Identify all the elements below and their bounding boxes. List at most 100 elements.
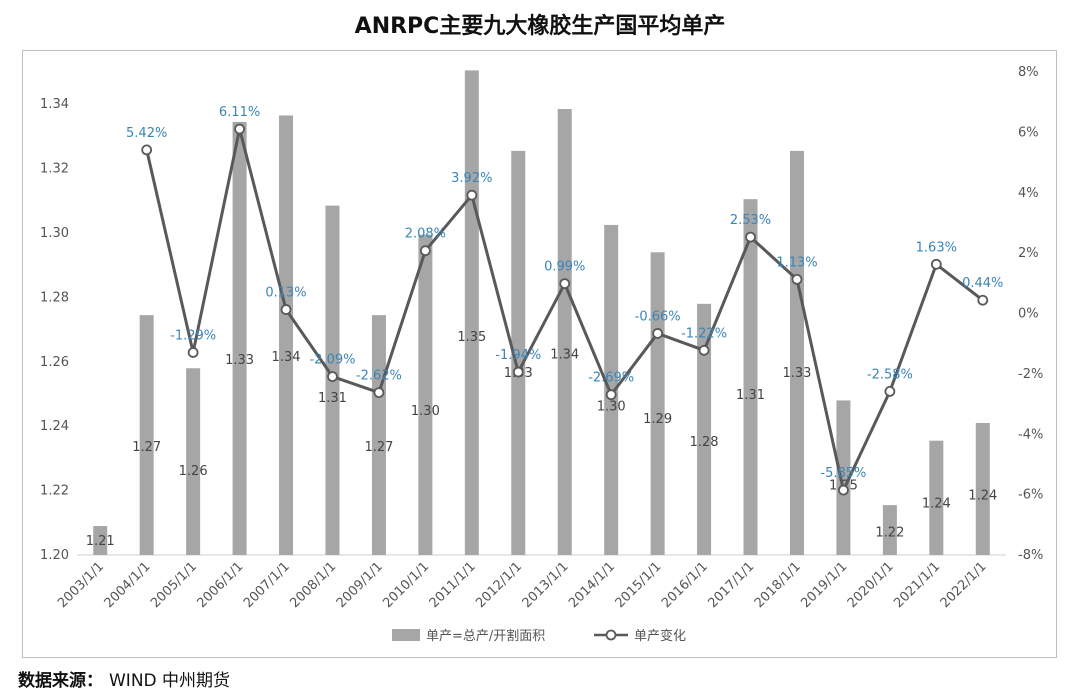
y-left-tick-label: 1.26 (40, 355, 69, 370)
line-value-label: -0.66% (635, 309, 681, 324)
bar-value-label: 1.24 (922, 497, 951, 512)
bar (418, 234, 433, 556)
line-value-label: 6.11% (219, 105, 260, 120)
line-value-label: -5.85% (820, 466, 866, 481)
line-point (559, 278, 571, 290)
line-value-label: -2.58% (867, 367, 913, 382)
line-value-label: -2.62% (356, 369, 402, 384)
y-right-tick-label: -8% (1018, 548, 1043, 563)
y-left-tick-label: 1.20 (40, 548, 69, 563)
line-point (930, 258, 942, 270)
line-value-label: 1.63% (916, 240, 957, 255)
bar (464, 70, 479, 555)
bar-value-label: 1.34 (272, 350, 301, 365)
x-tick-label: 2005/1/1 (148, 559, 200, 611)
bar (836, 400, 851, 555)
legend-swatch-bar (392, 629, 420, 641)
y-left-tick-label: 1.34 (40, 97, 69, 112)
bar-value-label: 1.27 (364, 440, 393, 455)
bar (511, 150, 526, 555)
line-value-label: 5.42% (126, 126, 167, 141)
bar (650, 252, 665, 555)
chart-title: ANRPC主要九大橡胶生产国平均单产 (354, 14, 726, 39)
legend-label-line: 单产变化 (634, 628, 686, 644)
y-left-tick-label: 1.24 (40, 419, 69, 434)
bar (929, 440, 944, 555)
bar-value-label: 1.31 (736, 388, 765, 403)
chart-frame: 1.20 1.22 1.24 1.26 1.28 1.30 1.32 1.34 -8% -6% -4… (22, 50, 1057, 658)
x-tick-label: 2015/1/1 (613, 559, 665, 611)
line-point (234, 123, 245, 135)
bar-value-label: 1.33 (782, 366, 811, 381)
x-tick-label: 2006/1/1 (195, 559, 247, 611)
bar-value-label: 1.27 (132, 440, 161, 455)
line-value-label: -2.09% (309, 353, 355, 368)
line-point (373, 387, 385, 398)
y-right-tick-label: -4% (1018, 427, 1043, 442)
line-point (977, 294, 989, 306)
bar-value-label: 1.34 (550, 347, 579, 362)
x-tick-label: 2011/1/1 (427, 559, 479, 611)
bar-value-label: 1.31 (318, 391, 347, 406)
x-tick-label: 2008/1/1 (287, 559, 339, 611)
bar (139, 315, 154, 555)
bar (882, 505, 897, 555)
line-point (512, 366, 524, 378)
line-value-label: -1.94% (495, 348, 541, 363)
line-point (605, 389, 617, 401)
x-tick-label: 2003/1/1 (55, 559, 107, 611)
line-point (141, 144, 153, 156)
line-point (280, 304, 292, 315)
line-value-label: 2.08% (405, 227, 446, 242)
line-point (884, 385, 896, 397)
line-point (466, 189, 478, 201)
line-point (652, 328, 664, 339)
y-right-tick-label: -6% (1018, 488, 1043, 503)
bar-value-label: 1.29 (643, 412, 672, 427)
x-tick-label: 2018/1/1 (752, 559, 804, 611)
bar-value-label: 1.33 (225, 353, 254, 368)
line-point (745, 231, 756, 243)
line-value-label: 2.53% (730, 213, 771, 228)
bar-value-label: 1.30 (411, 404, 440, 419)
x-tick-label: 2012/1/1 (473, 559, 525, 611)
y-right-tick-label: -2% (1018, 367, 1043, 382)
bar-value-label: 1.26 (179, 464, 208, 479)
bar (975, 422, 990, 555)
y-left-tick-label: 1.32 (40, 162, 69, 177)
bar-value-label: 1.21 (86, 534, 115, 549)
y-left-tick-label: 1.30 (40, 226, 69, 241)
bar-value-label: 1.35 (457, 330, 486, 345)
y-right-tick-label: 4% (1018, 186, 1039, 201)
bar-value-label: 1.22 (875, 526, 904, 541)
bar-value-label: 1.28 (690, 435, 719, 450)
line-value-label: 0.13% (265, 286, 306, 301)
x-tick-label: 2007/1/1 (241, 559, 293, 611)
legend-label-bar: 单产=总产/开割面积 (426, 628, 545, 644)
bar (186, 368, 201, 555)
x-tick-label: 2009/1/1 (334, 559, 386, 611)
bar (789, 150, 804, 555)
bar-value-label: 1.30 (597, 399, 626, 414)
bar (697, 303, 712, 555)
source-value: WIND 中州期货 (109, 671, 231, 691)
line-point (838, 484, 849, 496)
x-tick-label: 2017/1/1 (705, 559, 757, 611)
x-tick-label: 2022/1/1 (938, 559, 990, 611)
line-point (187, 347, 199, 358)
y-left-tick-label: 1.28 (40, 290, 69, 305)
x-tick-label: 2020/1/1 (845, 559, 897, 611)
chart-canvas: 1.20 1.22 1.24 1.26 1.28 1.30 1.32 1.34 -8% -6% -4… (40, 65, 1043, 644)
line-point (791, 273, 803, 285)
y-right-tick-label: 0% (1018, 307, 1039, 322)
y-right-tick-label: 8% (1018, 65, 1039, 80)
bar (232, 121, 247, 555)
line-value-label: -1.29% (170, 328, 216, 343)
bar (557, 109, 572, 555)
legend-marker (605, 629, 617, 641)
bar (93, 526, 108, 555)
x-tick-label: 2021/1/1 (891, 559, 943, 611)
line-value-label: 1.13% (776, 255, 817, 270)
x-tick-label: 2019/1/1 (798, 559, 850, 611)
line-value-label: 0.99% (544, 260, 585, 275)
